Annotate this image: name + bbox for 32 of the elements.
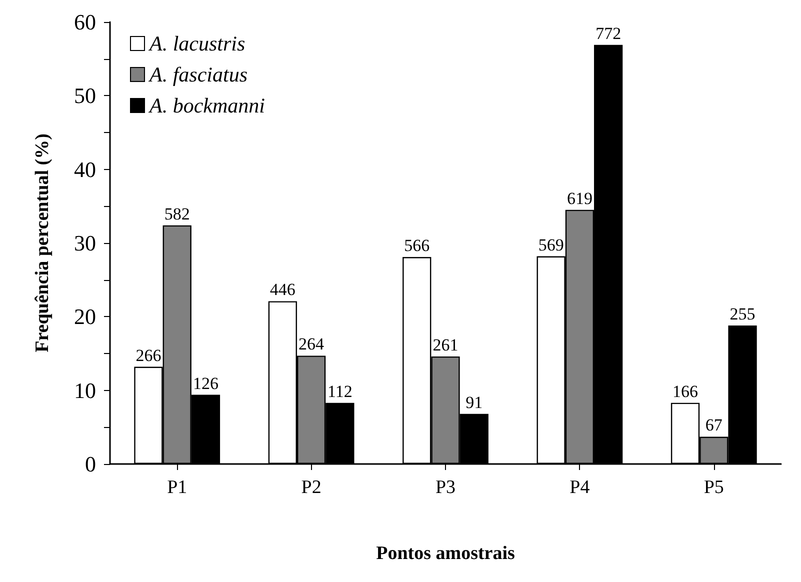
annotation: 566 (404, 236, 430, 255)
annotation: 166 (672, 382, 698, 401)
annotation: 582 (164, 204, 190, 224)
y-tick-label: 40 (74, 156, 96, 182)
x-tick-label: P3 (435, 477, 456, 498)
x-tick-label: P4 (570, 477, 590, 498)
annotation: 266 (136, 346, 162, 365)
y-tick-label: 0 (85, 452, 96, 476)
x-tick-label: P1 (167, 477, 188, 498)
annotation: 126 (192, 374, 218, 393)
annotation: 569 (538, 235, 564, 254)
legend-label: A. lacustris (148, 32, 246, 56)
x-tick-label: P2 (301, 477, 322, 498)
annotation: 446 (270, 280, 296, 300)
annotation: 619 (566, 188, 592, 208)
y-tick-label: 20 (74, 304, 96, 330)
y-tick-label: 60 (74, 10, 96, 34)
annotation: 67 (705, 416, 723, 435)
annotation: 91 (466, 392, 483, 412)
legend-label: A. fasciatus (148, 62, 248, 86)
annotation: 255 (730, 304, 756, 324)
y-axis-title: Frequência percentual (%) (32, 134, 53, 352)
y-tick-label: 30 (74, 230, 96, 256)
annotation: 261 (432, 335, 458, 354)
y-tick-label: 50 (74, 83, 96, 108)
annotation: 264 (298, 334, 325, 354)
annotation: 772 (596, 24, 622, 43)
annotation: 112 (327, 382, 352, 401)
x-axis-title: Pontos amostrais (376, 543, 515, 564)
legend-label: A. bockmanni (148, 94, 266, 118)
x-tick-label: P5 (704, 477, 724, 498)
y-tick-label: 10 (74, 378, 96, 403)
